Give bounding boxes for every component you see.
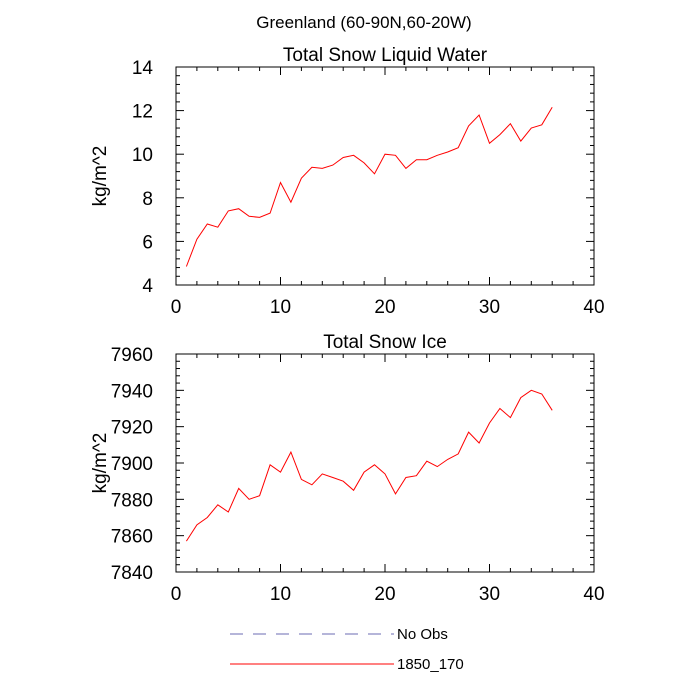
y-tick-label: 4 — [142, 276, 153, 297]
figure-suptitle: Greenland (60-90N,60-20W) — [256, 13, 471, 32]
series-line-1850_170 — [185, 107, 553, 267]
legend-label: No Obs — [397, 626, 448, 643]
y-axis-label: kg/m^2 — [90, 146, 111, 207]
legend-entry: 1850_170 — [230, 656, 464, 673]
series-line-1850_170 — [185, 389, 553, 542]
panel-1: Total Snow Liquid Water kg/m^2 0 10 20 30 40 4 6… — [90, 45, 605, 318]
x-tick-label: 30 — [479, 584, 500, 605]
x-tick-label: 20 — [374, 584, 395, 605]
y-tick-label: 7900 — [111, 454, 153, 475]
y-tick-label: 7880 — [111, 490, 153, 511]
y-tick-label: 7960 — [111, 345, 153, 366]
x-tick-label: 40 — [583, 584, 604, 605]
x-tick-label: 40 — [583, 297, 604, 318]
y-tick-label: 7920 — [111, 418, 153, 439]
x-tick-label: 0 — [171, 297, 182, 318]
y-tick-label: 7940 — [111, 381, 153, 402]
x-tick-label: 30 — [479, 297, 500, 318]
plot-frame — [175, 66, 595, 286]
plot-frame — [175, 353, 595, 573]
y-tick-label: 14 — [132, 58, 154, 79]
x-tick-label: 10 — [270, 297, 291, 318]
y-tick-label: 10 — [132, 145, 153, 166]
panels: Total Snow Liquid Water kg/m^2 0 10 20 30 40 4 6… — [90, 45, 605, 605]
legend-label: 1850_170 — [397, 656, 464, 673]
y-tick-label: 7860 — [111, 527, 153, 548]
x-tick-label: 20 — [374, 297, 395, 318]
y-tick-label: 7840 — [111, 563, 153, 584]
x-tick-label: 0 — [171, 584, 182, 605]
panel-title: Total Snow Ice — [323, 332, 447, 353]
legend: No Obs 1850_170 — [230, 626, 464, 673]
y-axis-label: kg/m^2 — [90, 433, 111, 494]
panel-title: Total Snow Liquid Water — [283, 45, 488, 66]
y-tick-label: 12 — [132, 102, 153, 123]
y-tick-label: 8 — [142, 189, 153, 210]
y-tick-label: 6 — [142, 232, 153, 253]
panel-2: Total Snow Ice kg/m^2 0 10 20 30 40 7840 7860 788… — [90, 332, 605, 605]
x-tick-label: 10 — [270, 584, 291, 605]
legend-entry: No Obs — [230, 626, 448, 643]
